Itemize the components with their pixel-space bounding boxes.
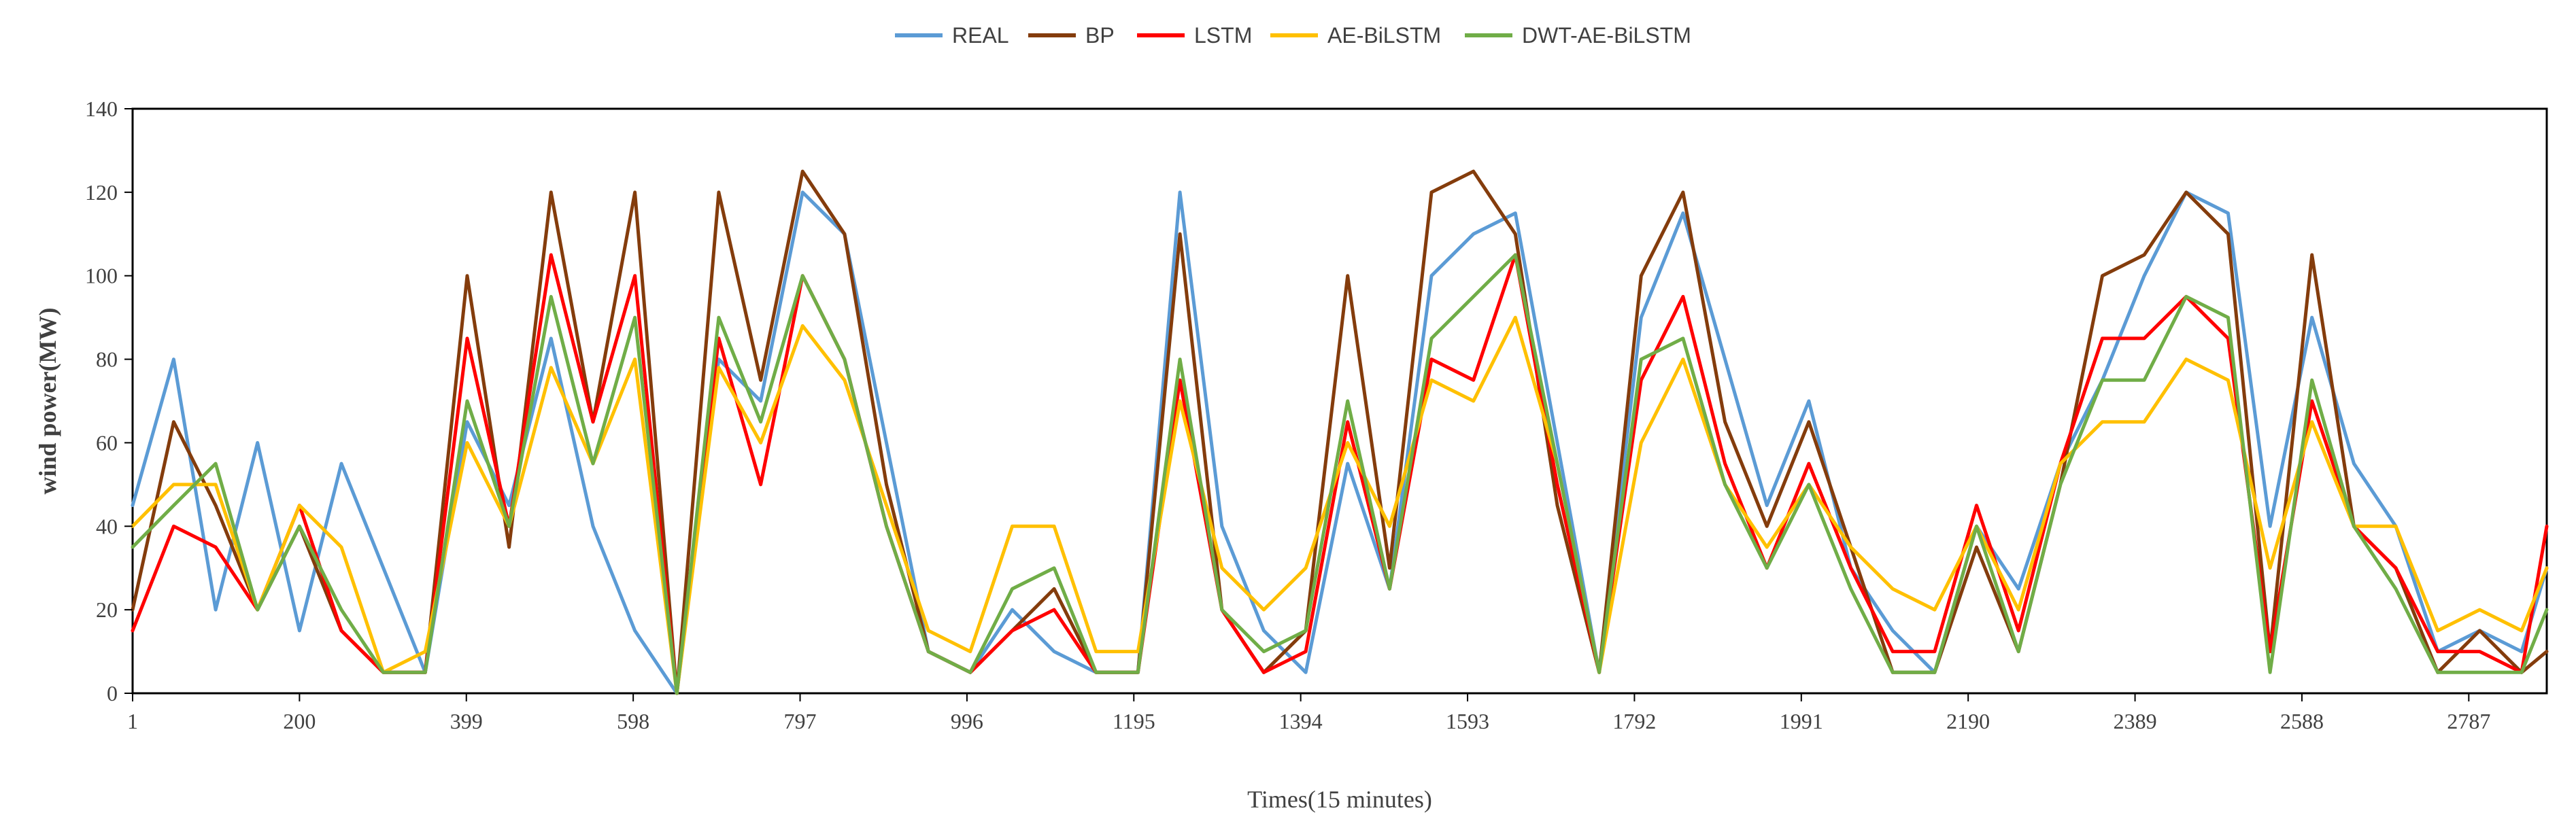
plot-area-frame bbox=[131, 107, 2548, 695]
x-tick-label: 2588 bbox=[2280, 709, 2324, 733]
legend-label-bp: BP bbox=[1085, 23, 1115, 48]
x-tick-label: 598 bbox=[617, 709, 649, 733]
series-line-real bbox=[131, 190, 2549, 695]
y-axis-title: wind power(MW) bbox=[34, 308, 61, 495]
legend-label-ae-bilstm: AE-BiLSTM bbox=[1327, 23, 1441, 48]
y-tick-label: 60 bbox=[96, 430, 118, 455]
x-tick-label: 1 bbox=[127, 709, 138, 733]
x-tick-label: 1792 bbox=[1612, 709, 1656, 733]
x-tick-label: 1394 bbox=[1279, 709, 1323, 733]
x-tick-label: 797 bbox=[784, 709, 817, 733]
series-line-dwt-ae-bilstm bbox=[131, 253, 2549, 695]
x-tick-label: 200 bbox=[283, 709, 316, 733]
series-line-ae-bilstm bbox=[131, 315, 2549, 695]
x-tick-label: 1593 bbox=[1446, 709, 1489, 733]
y-tick-label: 120 bbox=[85, 180, 118, 205]
legend-label-lstm: LSTM bbox=[1194, 23, 1252, 48]
x-tick-label: 996 bbox=[951, 709, 983, 733]
legend-label-dwt-ae-bilstm: DWT-AE-BiLSTM bbox=[1522, 23, 1691, 48]
axes-layer: 0 20 40 60 80 100 120 140 1 200 399 598 797 996 1195 13… bbox=[85, 97, 2490, 733]
legend-label-real: REAL bbox=[952, 23, 1009, 48]
x-tick-label: 2389 bbox=[2114, 709, 2157, 733]
series-line-lstm bbox=[131, 253, 2549, 695]
x-tick-label: 2190 bbox=[1946, 709, 1990, 733]
series-layer bbox=[131, 169, 2549, 695]
y-tick-label: 40 bbox=[96, 514, 118, 538]
series-line-bp bbox=[131, 169, 2549, 695]
y-tick-label: 20 bbox=[96, 597, 118, 622]
x-tick-label: 1195 bbox=[1113, 709, 1155, 733]
x-tick-label: 399 bbox=[450, 709, 483, 733]
legend: REAL BP LSTM AE-BiLSTM DWT-AE-BiLSTM bbox=[895, 23, 1691, 48]
x-tick-label: 2787 bbox=[2447, 709, 2490, 733]
y-tick-label: 0 bbox=[107, 681, 118, 705]
y-tick-label: 100 bbox=[85, 264, 118, 288]
y-tick-label: 80 bbox=[96, 347, 118, 372]
x-axis-title: Times(15 minutes) bbox=[1247, 786, 1432, 813]
x-tick-label: 1991 bbox=[1780, 709, 1823, 733]
y-tick-label: 140 bbox=[85, 97, 118, 121]
